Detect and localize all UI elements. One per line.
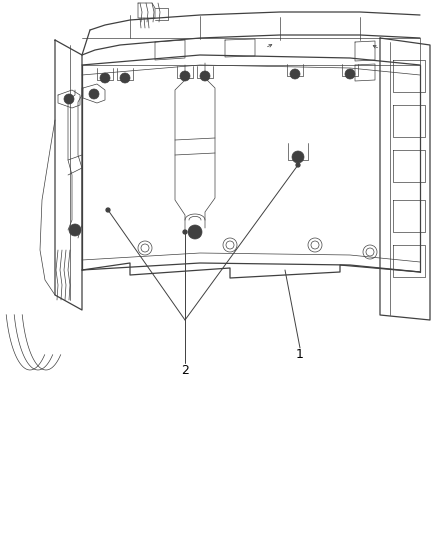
Circle shape [106, 208, 110, 212]
Circle shape [100, 73, 110, 83]
Circle shape [69, 224, 81, 236]
Circle shape [296, 163, 300, 167]
Circle shape [292, 151, 304, 163]
Circle shape [290, 69, 300, 79]
Circle shape [89, 89, 99, 99]
Circle shape [64, 94, 74, 104]
Circle shape [120, 73, 130, 83]
Circle shape [188, 225, 202, 239]
Text: 1: 1 [296, 349, 304, 361]
Circle shape [180, 71, 190, 81]
Circle shape [200, 71, 210, 81]
Circle shape [183, 230, 187, 234]
Text: 2: 2 [181, 364, 189, 376]
Circle shape [345, 69, 355, 79]
